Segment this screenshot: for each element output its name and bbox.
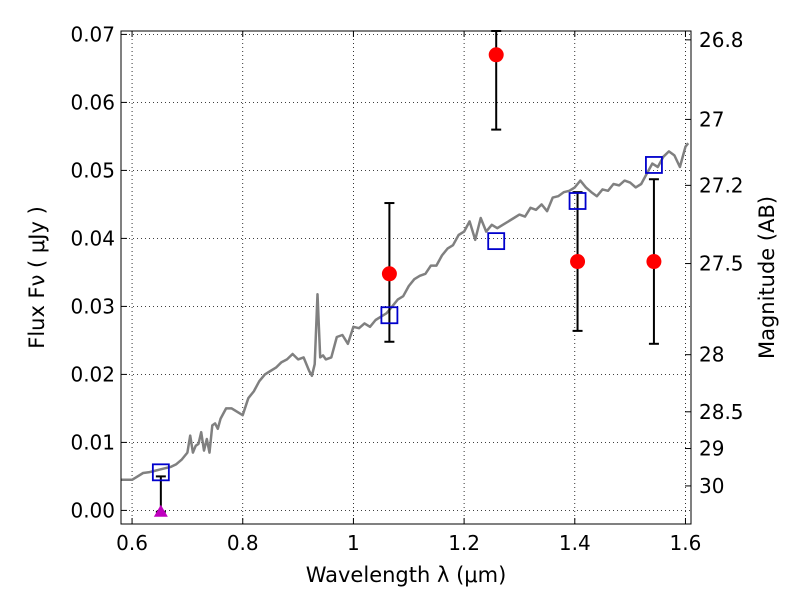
data-point-square: [151, 463, 170, 482]
y-axis-label: Flux Fν ( μJy ): [25, 206, 49, 349]
data-point-circle: [570, 254, 586, 270]
y-tick-label: 0.01: [70, 430, 115, 454]
plot-series: [121, 30, 690, 517]
right-tick-label: 27.2: [699, 173, 744, 197]
right-tick-label: 26.8: [699, 28, 744, 52]
y-tick-label: 0.00: [70, 498, 115, 522]
right-tick-label: 27.5: [699, 252, 744, 276]
right-tick-label: 28: [699, 343, 724, 367]
data-point-triangle: [153, 504, 168, 517]
axis-ticks: 0.6 0.8 1 1.2 1.4 1.6 0.00 0.01 0.02 0.03 0.04 0.05…: [70, 22, 743, 555]
right-tick-label: 27: [699, 107, 724, 131]
x-tick-label: 1.6: [670, 531, 702, 555]
y-tick-label: 0.02: [70, 362, 115, 386]
x-tick-label: 1.4: [559, 531, 591, 555]
data-point-circle: [488, 47, 504, 63]
y-tick-label: 0.04: [70, 226, 115, 250]
x-axis-label: Wavelength λ (μm): [306, 563, 507, 587]
data-point-circle: [381, 266, 397, 282]
x-tick-label: 0.8: [227, 531, 259, 555]
right-tick-label: 29: [699, 437, 724, 461]
data-point-square: [380, 306, 399, 325]
right-axis-label: Magnitude (AB): [755, 196, 779, 359]
right-tick-label: 28.5: [699, 400, 744, 424]
y-tick-label: 0.03: [70, 294, 115, 318]
data-point-square: [487, 232, 506, 251]
y-tick-label: 0.07: [70, 22, 115, 46]
data-point-square: [645, 156, 663, 174]
plot-frame: [120, 30, 692, 525]
right-tick-label: 30: [699, 474, 724, 498]
x-tick-label: 0.6: [116, 531, 148, 555]
x-tick-label: 1.2: [448, 531, 480, 555]
grid-lines: [121, 31, 691, 524]
y-tick-label: 0.06: [70, 90, 115, 114]
y-tick-label: 0.05: [70, 158, 115, 182]
data-point-circle: [646, 254, 662, 270]
data-point-square: [568, 192, 587, 210]
spectrum-line: [121, 142, 690, 482]
x-tick-label: 1: [347, 531, 360, 555]
